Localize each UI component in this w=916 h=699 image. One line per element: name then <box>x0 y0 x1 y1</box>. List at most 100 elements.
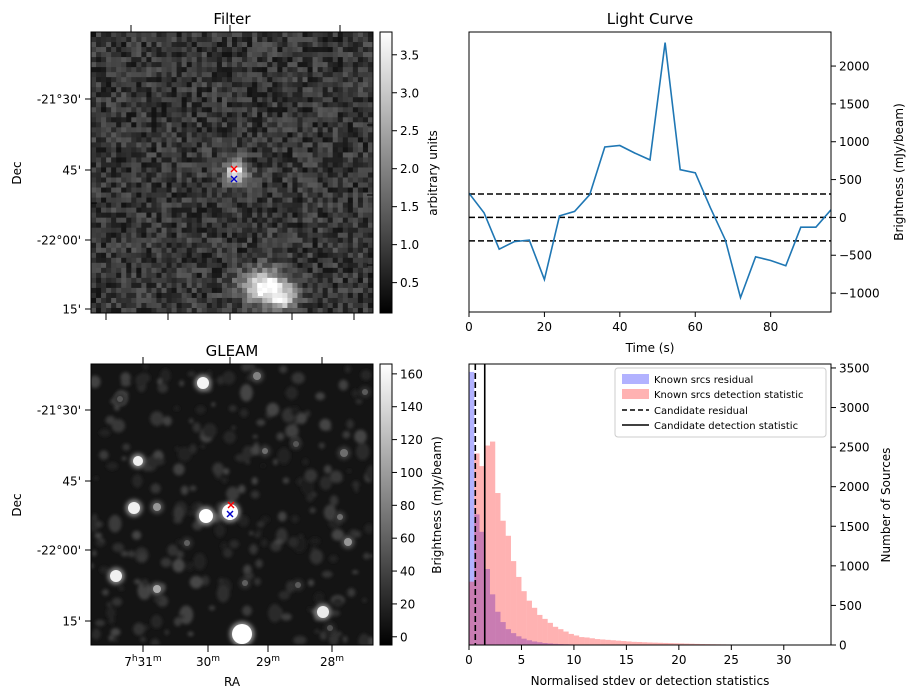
filter-pixel <box>232 267 238 274</box>
filter-pixel <box>272 212 278 219</box>
filter-pixel <box>317 152 324 158</box>
filter-pixel <box>106 222 112 229</box>
filter-pixel <box>282 52 288 58</box>
filter-pixel <box>196 37 203 43</box>
filter-pixel <box>216 217 223 224</box>
filter-pixel <box>171 222 178 229</box>
filter-pixel <box>126 192 132 198</box>
colorbar-tick-label: 140 <box>400 400 423 414</box>
filter-pixel <box>121 82 127 88</box>
gleam-source <box>128 502 140 514</box>
filter-pixel <box>287 82 293 88</box>
filter-pixel <box>96 97 102 103</box>
filter-pixel <box>176 132 183 138</box>
filter-pixel <box>106 37 112 43</box>
filter-pixel <box>352 57 359 63</box>
filter-pixel <box>126 57 132 63</box>
filter-pixel <box>272 292 278 299</box>
filter-pixel <box>191 172 198 178</box>
filter-pixel <box>342 287 349 294</box>
filter-pixel <box>307 257 313 264</box>
filter-pixel <box>181 182 188 188</box>
filter-pixel <box>151 32 157 38</box>
filter-pixel <box>307 247 313 254</box>
filter-pixel <box>146 107 152 113</box>
filter-pixel <box>101 167 107 173</box>
gleam-noise-blob <box>220 541 228 551</box>
filter-pixel <box>237 282 243 289</box>
filter-pixel <box>327 242 334 249</box>
filter-pixel <box>176 107 183 113</box>
filter-pixel <box>181 52 188 58</box>
gleam-noise-blob <box>106 606 116 619</box>
filter-pixel <box>367 152 373 158</box>
filter-pixel <box>317 232 324 239</box>
filter-pixel <box>161 42 167 48</box>
filter-pixel <box>156 272 162 279</box>
filter-pixel <box>237 107 243 113</box>
filter-pixel <box>126 297 132 304</box>
filter-pixel <box>297 62 303 68</box>
filter-pixel <box>237 192 243 198</box>
filter-pixel <box>322 192 329 198</box>
filter-pixel <box>116 227 122 234</box>
filter-pixel <box>156 232 162 239</box>
filter-pixel <box>181 297 188 304</box>
filter-pixel <box>242 202 248 209</box>
filter-pixel <box>312 52 319 58</box>
filter-pixel <box>252 147 258 153</box>
filter-pixel <box>201 277 208 284</box>
filter-pixel <box>342 92 349 98</box>
filter-pixel <box>186 122 193 128</box>
hist-bar <box>542 618 548 645</box>
filter-pixel <box>131 202 137 209</box>
filter-pixel <box>146 167 152 173</box>
filter-pixel <box>201 182 208 188</box>
filter-pixel <box>91 107 97 113</box>
gleam-noise-blob <box>277 511 287 522</box>
filter-pixel <box>131 152 137 158</box>
filter-pixel <box>307 182 313 188</box>
filter-pixel <box>166 97 172 103</box>
filter-pixel <box>216 287 223 294</box>
filter-pixel <box>277 162 283 168</box>
filter-pixel <box>292 302 298 309</box>
filter-pixel <box>91 137 97 143</box>
x-tick-label: 5 <box>518 653 526 667</box>
filter-pixel <box>176 37 183 43</box>
filter-pixel <box>272 127 278 133</box>
filter-pixel <box>342 42 349 48</box>
gleam-noise-blob <box>176 550 184 559</box>
filter-pixel <box>302 152 308 158</box>
filter-pixel <box>96 227 102 234</box>
filter-pixel <box>352 287 359 294</box>
filter-pixel <box>226 92 233 98</box>
filter-pixel <box>141 137 147 143</box>
filter-pixel <box>131 217 137 224</box>
filter-pixel <box>357 37 364 43</box>
filter-pixel <box>216 92 223 98</box>
filter-pixel <box>161 72 167 78</box>
gleam-sources <box>107 369 371 645</box>
filter-pixel <box>252 242 258 249</box>
dec-tick-label: 45' <box>62 475 81 489</box>
gleam-source <box>340 449 348 457</box>
filter-pixel <box>176 217 183 224</box>
filter-pixel <box>191 37 198 43</box>
filter-pixel <box>201 57 208 63</box>
filter-pixel <box>262 62 268 68</box>
filter-pixel <box>262 137 268 143</box>
filter-pixel <box>91 122 97 128</box>
filter-pixel <box>312 112 319 118</box>
filter-pixel <box>367 307 373 313</box>
filter-pixel <box>367 227 373 234</box>
gleam-source <box>153 585 161 593</box>
filter-pixel <box>116 82 122 88</box>
filter-pixel <box>131 187 137 193</box>
filter-pixel <box>166 247 172 254</box>
filter-pixel <box>262 152 268 158</box>
filter-pixel <box>287 72 293 78</box>
filter-pixel <box>181 112 188 118</box>
filter-pixel <box>262 287 268 294</box>
filter-pixel <box>101 72 107 78</box>
